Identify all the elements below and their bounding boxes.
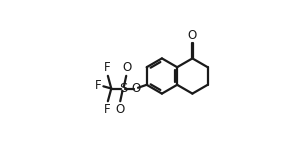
Text: F: F — [104, 61, 110, 74]
Text: O: O — [188, 29, 197, 42]
Text: O: O — [131, 82, 141, 95]
Text: O: O — [115, 103, 125, 116]
Text: O: O — [122, 61, 131, 74]
Text: F: F — [95, 79, 102, 92]
Text: F: F — [104, 103, 110, 116]
Text: S: S — [119, 82, 127, 95]
